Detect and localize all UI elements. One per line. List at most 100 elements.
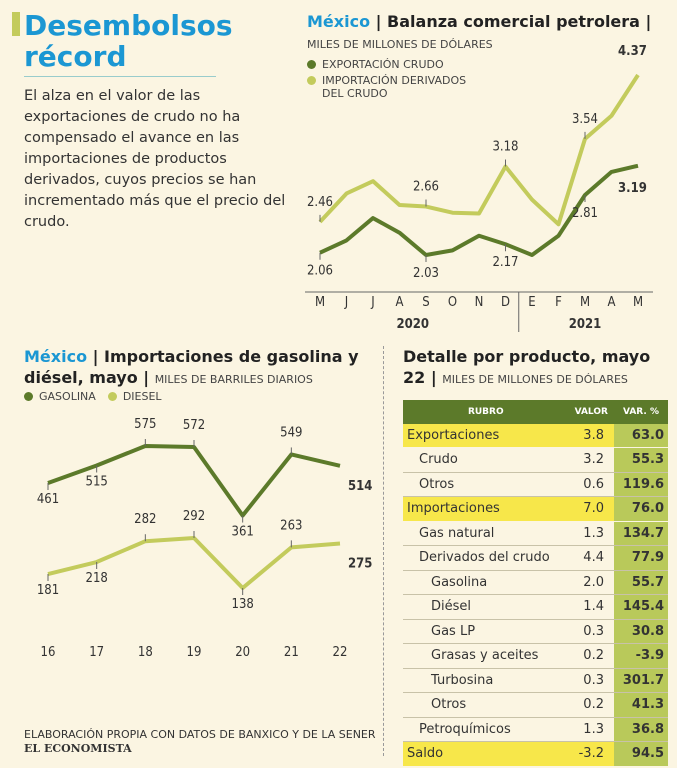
- table-row: Otros 0.6 119.6: [403, 472, 668, 497]
- table-row: Diésel 1.4 145.4: [403, 594, 668, 619]
- row-value: 2.0: [583, 574, 604, 590]
- row-value: 0.2: [583, 648, 604, 664]
- row-value: 1.4: [583, 599, 604, 615]
- legend-swatch: [307, 60, 316, 69]
- row-label: Crudo: [419, 452, 458, 468]
- value-label: 2.03: [413, 266, 439, 281]
- chart-header: México | Balanza comercial petrolera |: [307, 12, 652, 31]
- row-label: Petroquímicos: [419, 721, 511, 737]
- table: RUBRO VALOR VAR. % Exportaciones 3.8 63.0 Crud…: [403, 400, 668, 767]
- legend-label: IMPORTACIÓN DERIVADOS DEL CRUDO: [322, 74, 467, 100]
- x-tick-label: 16: [41, 645, 56, 660]
- chart-header: México | Importaciones de gasolina y dié…: [24, 347, 359, 387]
- table-row: Grasas y aceites 0.2 -3.9: [403, 643, 668, 668]
- row-value: 4.4: [583, 550, 604, 566]
- value-label: 514: [348, 479, 372, 494]
- x-tick-label: 21: [284, 645, 299, 660]
- table-row: Petroquímicos 1.3 36.8: [403, 717, 668, 742]
- x-tick-label: J: [370, 295, 374, 310]
- rule: [24, 76, 216, 77]
- x-tick-label: D: [501, 295, 510, 310]
- value-label: 549: [280, 425, 302, 440]
- row-value: 0.2: [583, 697, 604, 713]
- value-label: 275: [348, 556, 372, 571]
- divider: [383, 346, 384, 756]
- legend-swatch: [307, 76, 316, 85]
- table-row: Otros 0.2 41.3: [403, 692, 668, 717]
- row-label: Gas LP: [431, 623, 476, 639]
- legend-item: EXPORTACIÓN CRUDO: [307, 58, 477, 71]
- legend-item: GASOLINA: [24, 390, 96, 403]
- legend-label: EXPORTACIÓN CRUDO: [322, 58, 444, 71]
- group-label: 2021: [569, 317, 602, 332]
- legend: GASOLINA DIESEL: [24, 390, 162, 406]
- table-row: Gasolina 2.0 55.7: [403, 570, 668, 595]
- accent: [12, 12, 20, 36]
- unit: MILES DE MILLONES DE DÓLARES: [442, 373, 628, 386]
- table-row: Turbosina 0.3 301.7: [403, 668, 668, 693]
- x-tick-label: A: [396, 295, 404, 310]
- legend: EXPORTACIÓN CRUDO IMPORTACIÓN DERIVADOS D…: [307, 58, 477, 103]
- x-tick-label: E: [528, 295, 535, 310]
- row-value: 0.3: [583, 672, 604, 688]
- legend-label: GASOLINA: [39, 390, 96, 403]
- value-label: 3.19: [618, 181, 647, 196]
- value-label: 2.66: [413, 180, 439, 195]
- region: México: [24, 347, 88, 366]
- value-label: 461: [37, 492, 59, 507]
- header-row: RUBRO VALOR VAR. %: [403, 400, 668, 424]
- table-row: Crudo 3.2 55.3: [403, 447, 668, 472]
- row-var: 30.8: [613, 619, 668, 644]
- value-label: 282: [134, 512, 156, 527]
- column-header: VAR. %: [613, 400, 668, 424]
- row-label: Gasolina: [431, 574, 488, 590]
- legend-item: IMPORTACIÓN DERIVADOS DEL CRUDO: [307, 74, 477, 100]
- row-var: 41.3: [613, 692, 668, 717]
- row-var: 55.7: [613, 570, 668, 595]
- legend-item: DIESEL: [107, 390, 162, 403]
- value-label: 138: [232, 597, 254, 612]
- row-value: 0.6: [583, 476, 604, 492]
- x-tick-label: M: [315, 295, 325, 310]
- x-tick-label: 19: [187, 645, 202, 660]
- x-tick-label: S: [422, 295, 429, 310]
- row-var: 55.3: [613, 447, 668, 472]
- x-tick-label: O: [448, 295, 457, 310]
- legend-swatch: [107, 392, 117, 401]
- x-tick-label: N: [475, 295, 484, 310]
- table-row: Saldo -3.2 94.5: [403, 741, 668, 766]
- row-value: -3.2: [568, 741, 614, 766]
- value-label: 2.46: [307, 195, 333, 210]
- row-var: 145.4: [613, 594, 668, 619]
- legend-swatch: [24, 392, 33, 401]
- unit: MILES DE MILLONES DE DÓLARES: [307, 38, 493, 51]
- legend-label: DIESEL: [122, 390, 162, 403]
- row-var: 76.0: [613, 496, 668, 521]
- row-var: 36.8: [613, 717, 668, 742]
- x-tick-label: J: [344, 295, 348, 310]
- x-tick-label: M: [633, 295, 643, 310]
- region: México: [307, 12, 371, 31]
- row-label: Otros: [431, 697, 467, 713]
- x-tick-label: F: [555, 295, 562, 310]
- value-label: 181: [37, 583, 59, 598]
- column-header: RUBRO: [403, 400, 569, 424]
- value-label: 3.54: [572, 112, 598, 127]
- row-value: 7.0: [568, 496, 614, 521]
- row-label: Derivados del crudo: [419, 550, 550, 566]
- source: ELABORACIÓN PROPIA CON DATOS DE BANXICO …: [24, 728, 376, 741]
- row-var: 134.7: [613, 521, 668, 546]
- intro: El alza en el valor de las exportaciones…: [24, 88, 286, 230]
- x-tick-label: 17: [89, 645, 104, 660]
- row-var: 63.0: [613, 423, 668, 448]
- table-row: Exportaciones 3.8 63.0: [403, 423, 668, 448]
- row-label: Exportaciones: [403, 423, 569, 448]
- row-var: -3.9: [613, 643, 668, 668]
- title: Desembolsos récord: [24, 9, 233, 73]
- x-tick-label: A: [608, 295, 616, 310]
- row-var: 94.5: [613, 741, 668, 766]
- x-tick-label: M: [580, 295, 590, 310]
- row-var: 77.9: [613, 545, 668, 570]
- row-label: Diésel: [431, 599, 472, 615]
